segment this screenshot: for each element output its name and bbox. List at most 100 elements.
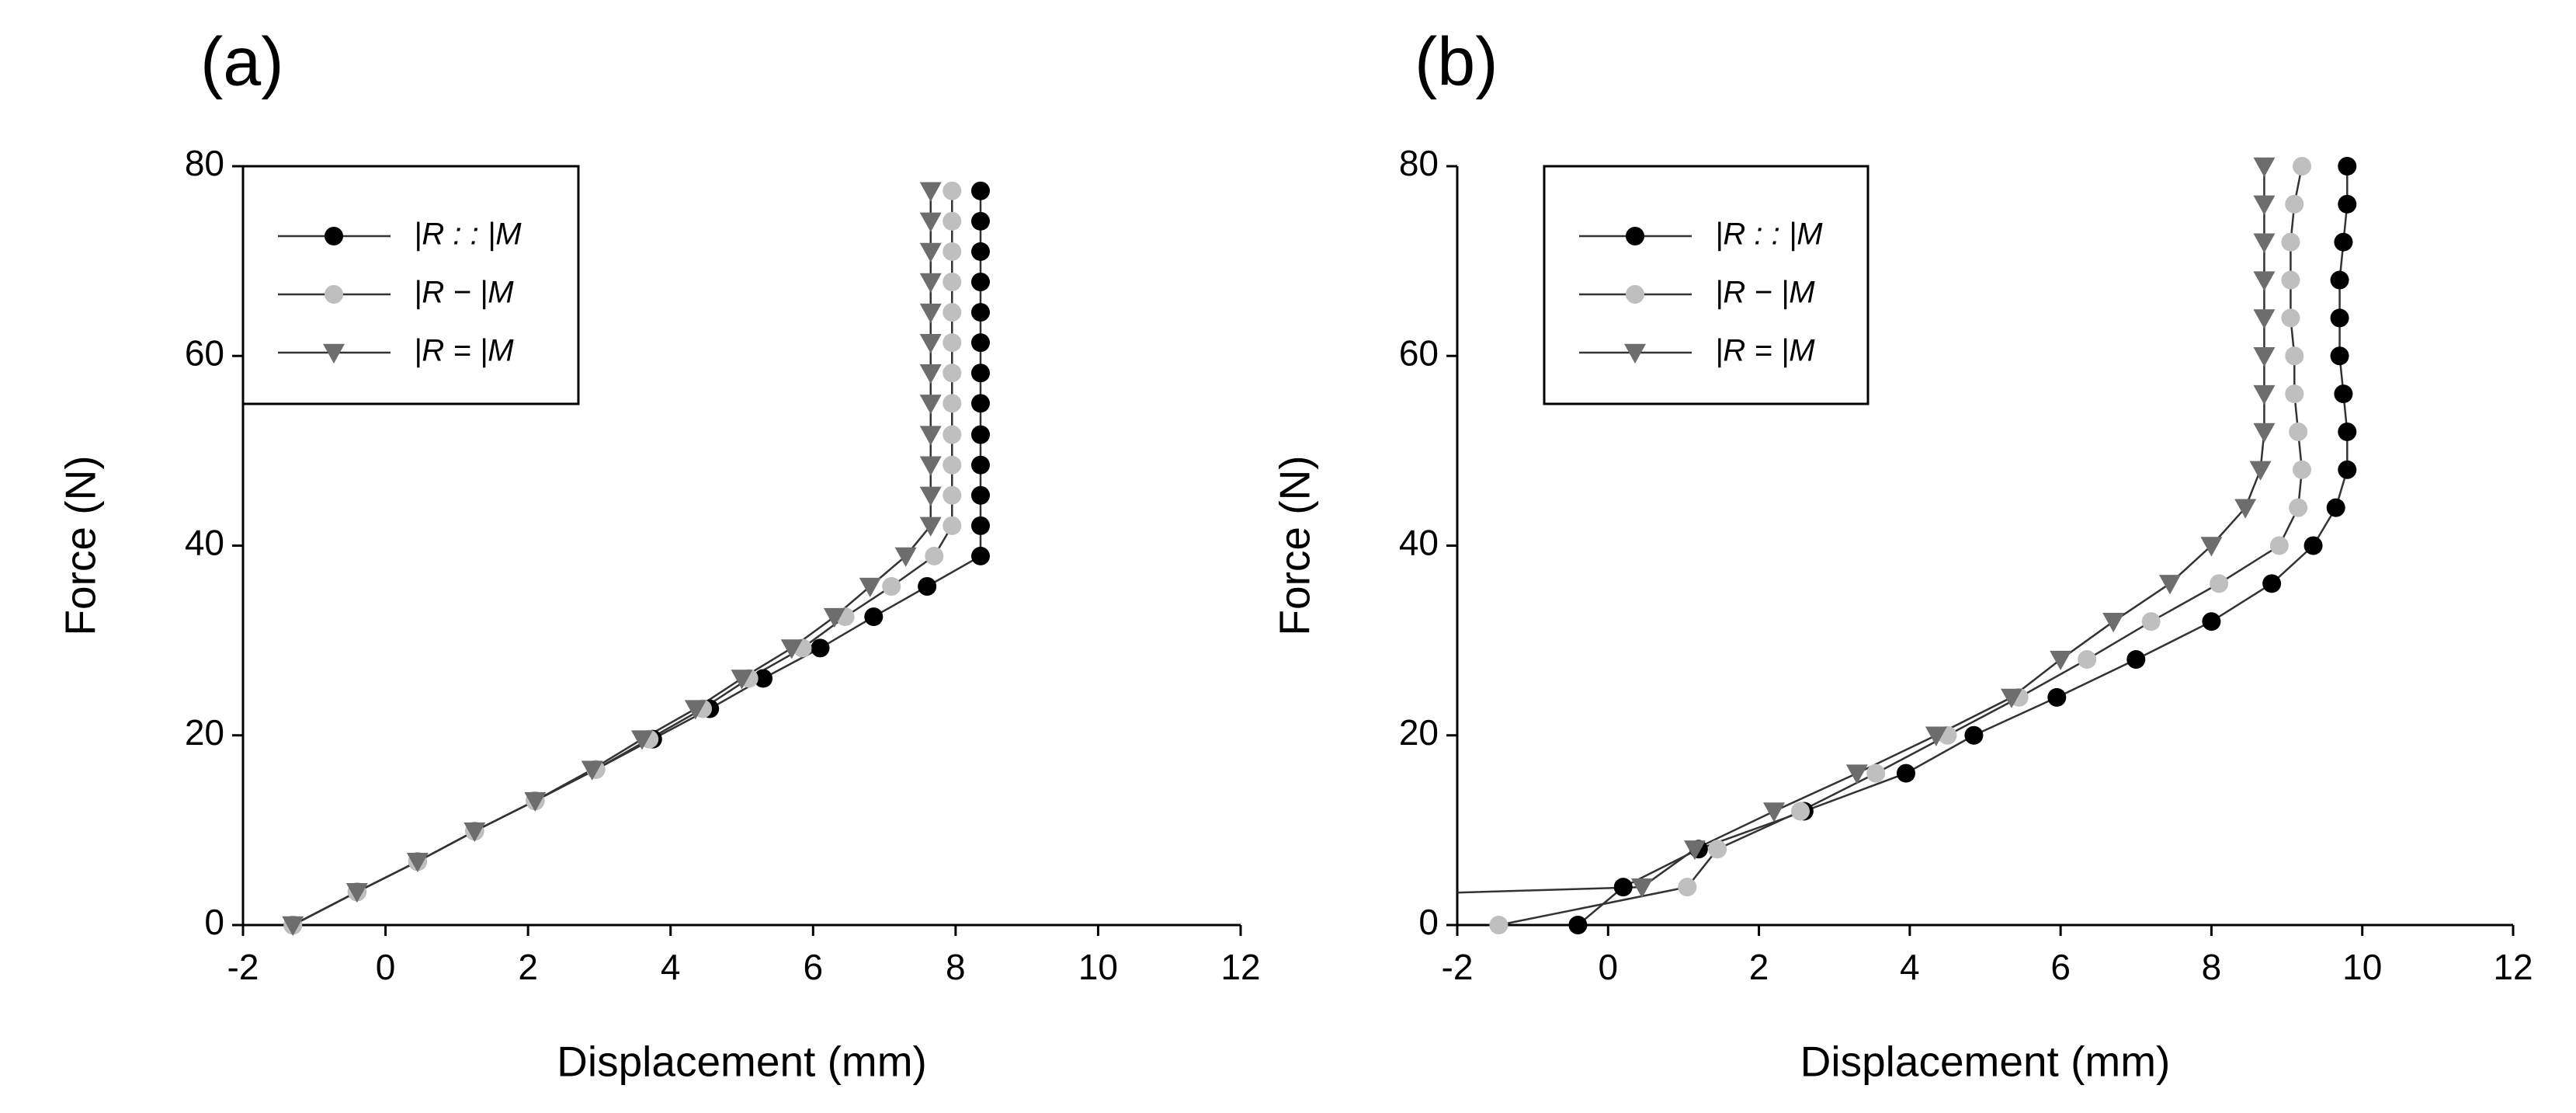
marker	[970, 394, 990, 413]
marker	[1684, 840, 1706, 861]
marker	[970, 211, 990, 231]
marker	[2289, 422, 2308, 441]
marker	[864, 607, 884, 627]
y-tick-label: 60	[185, 332, 224, 373]
marker	[918, 577, 937, 596]
marker	[406, 852, 429, 873]
marker	[2159, 575, 2181, 595]
marker	[882, 577, 901, 596]
marker	[2234, 499, 2257, 519]
x-tick-label: 4	[661, 947, 681, 987]
marker	[919, 364, 942, 384]
chart-title: (a)	[200, 23, 284, 99]
marker	[943, 455, 962, 475]
marker	[2293, 157, 2311, 176]
legend-box	[1543, 165, 1870, 405]
y-tick-label: 0	[1418, 902, 1439, 942]
legend-label: |R : : |M	[414, 217, 522, 252]
marker	[859, 577, 881, 598]
marker	[970, 363, 990, 383]
marker	[970, 242, 990, 261]
legend-label: |R : : |M	[1715, 217, 1823, 252]
marker	[2262, 574, 2282, 593]
y-tick-label: 0	[204, 902, 224, 942]
marker	[2281, 270, 2300, 290]
marker	[2249, 461, 2272, 481]
marker	[2338, 422, 2357, 441]
marker	[2253, 309, 2276, 329]
marker	[524, 791, 547, 812]
marker	[943, 303, 962, 322]
marker	[919, 273, 942, 293]
x-tick-label: 8	[2202, 947, 2222, 987]
marker	[943, 181, 962, 200]
x-tick-label: 12	[1220, 947, 1260, 987]
marker	[970, 272, 990, 291]
marker	[1964, 725, 1984, 745]
marker	[2293, 460, 2311, 479]
marker	[2326, 498, 2345, 517]
marker	[2253, 423, 2276, 443]
marker	[919, 426, 942, 446]
marker	[2200, 537, 2223, 557]
x-tick-label: 8	[946, 947, 966, 987]
marker	[943, 394, 962, 413]
marker	[2078, 650, 2097, 670]
marker	[943, 516, 962, 535]
marker	[919, 333, 942, 354]
y-tick-label: 60	[1399, 332, 1439, 373]
marker	[970, 303, 990, 322]
marker	[1897, 763, 1915, 783]
marker	[2253, 347, 2276, 367]
marker	[1866, 763, 1886, 783]
marker	[581, 760, 603, 781]
marker	[919, 395, 942, 415]
legend-label: |R − |M	[1715, 276, 1815, 310]
legend-label: |R = |M	[1715, 334, 1815, 368]
marker	[2141, 612, 2161, 631]
marker	[2285, 346, 2304, 366]
marker	[919, 486, 942, 506]
marker	[325, 285, 343, 304]
marker	[323, 343, 345, 363]
marker	[282, 916, 304, 936]
marker	[2253, 233, 2276, 253]
marker	[463, 822, 486, 843]
marker	[631, 730, 653, 750]
marker	[2253, 157, 2276, 177]
x-tick-label: 4	[1900, 947, 1920, 987]
marker	[2338, 157, 2357, 176]
marker	[1708, 840, 1727, 859]
plot-area	[1457, 157, 2357, 934]
x-axis-label: Displacement (mm)	[1800, 1038, 2171, 1086]
y-tick-label: 40	[185, 523, 224, 563]
marker	[1763, 802, 1785, 823]
marker	[894, 547, 917, 567]
x-tick-label: -2	[227, 947, 259, 987]
marker	[2289, 498, 2308, 517]
x-tick-label: 0	[1598, 947, 1618, 987]
marker	[1613, 878, 1633, 897]
marker	[943, 211, 962, 231]
marker	[1631, 878, 1653, 899]
legend-label: |R = |M	[414, 334, 514, 368]
marker	[2126, 650, 2146, 670]
marker	[823, 607, 845, 628]
marker	[1568, 916, 1588, 934]
x-tick-label: 10	[1078, 947, 1118, 987]
marker	[1624, 343, 1646, 363]
marker	[919, 456, 942, 476]
marker	[970, 181, 990, 200]
marker	[2303, 536, 2323, 555]
x-axis-label: Displacement (mm)	[557, 1038, 927, 1086]
x-tick-label: 12	[2493, 947, 2533, 987]
marker	[2338, 194, 2357, 214]
legend-box	[241, 165, 580, 405]
marker	[2253, 384, 2276, 405]
marker	[2285, 384, 2304, 404]
marker	[2281, 308, 2300, 328]
marker	[943, 485, 962, 505]
marker	[1925, 726, 1947, 746]
legend-label: |R − |M	[414, 276, 514, 310]
